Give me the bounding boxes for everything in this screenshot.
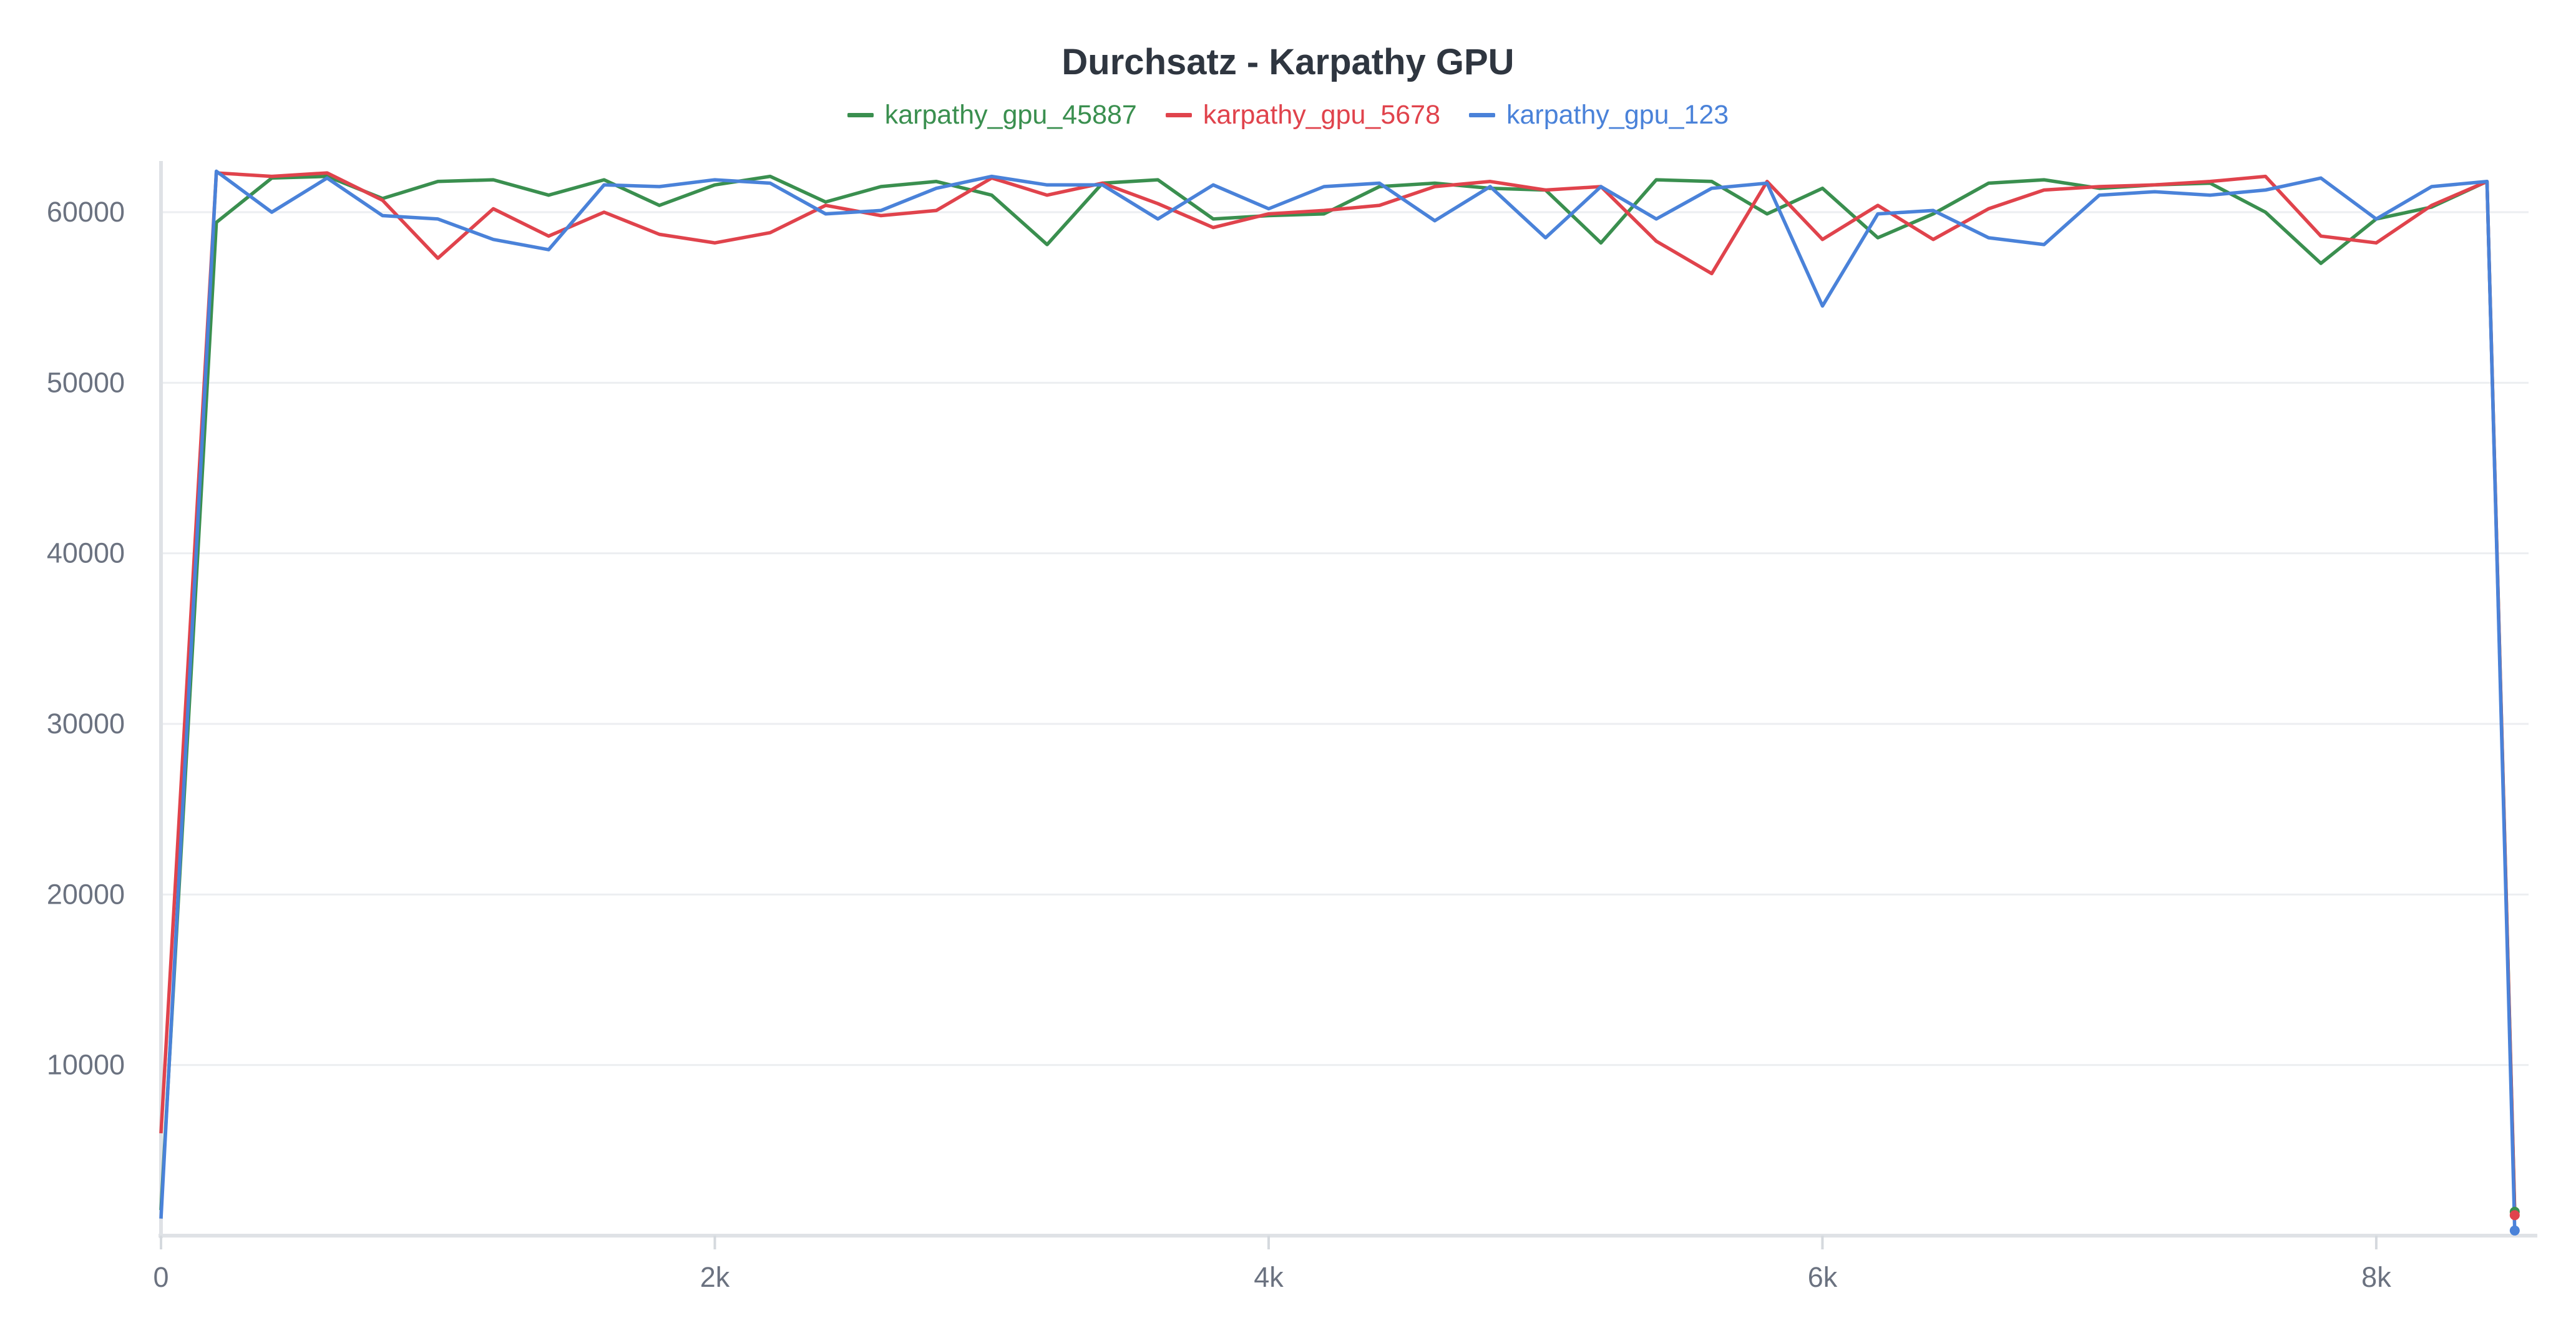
y-tick-label: 60000 <box>47 196 125 228</box>
legend-label: karpathy_gpu_5678 <box>1203 100 1440 130</box>
legend-item[interactable]: karpathy_gpu_45887 <box>847 100 1137 130</box>
legend-item[interactable]: karpathy_gpu_5678 <box>1165 100 1440 130</box>
series-line-karpathy_gpu_123[interactable] <box>159 169 2517 1231</box>
series-line-karpathy_gpu_5678[interactable] <box>159 171 2517 1216</box>
chart-legend: karpathy_gpu_45887 karpathy_gpu_5678 karpa… <box>0 100 2576 130</box>
y-tick-label: 30000 <box>47 708 125 740</box>
x-tick-label: 4k <box>1254 1261 1284 1293</box>
chart-title: Durchsatz - Karpathy GPU <box>1061 42 1515 82</box>
y-tick-label: 40000 <box>47 537 125 569</box>
legend-label: karpathy_gpu_123 <box>1506 100 1729 130</box>
series-end-point-karpathy_gpu_5678[interactable] <box>2509 1210 2520 1221</box>
y-tick-label: 50000 <box>47 366 125 398</box>
x-tick-label: 8k <box>2361 1261 2391 1293</box>
series-end-point-karpathy_gpu_123[interactable] <box>2509 1225 2520 1236</box>
series-line-karpathy_gpu_45887[interactable] <box>159 174 2517 1212</box>
legend-label: karpathy_gpu_45887 <box>884 100 1137 130</box>
y-tick-label: 10000 <box>47 1049 125 1081</box>
legend-swatch <box>847 113 874 117</box>
legend-item[interactable]: karpathy_gpu_123 <box>1468 100 1729 130</box>
x-tick-label: 0 <box>153 1261 168 1293</box>
legend-swatch <box>1468 113 1495 117</box>
x-tick-label: 2k <box>700 1261 730 1293</box>
y-tick-label: 20000 <box>47 878 125 910</box>
legend-swatch <box>1165 113 1192 117</box>
x-tick-label: 6k <box>1808 1261 1838 1293</box>
